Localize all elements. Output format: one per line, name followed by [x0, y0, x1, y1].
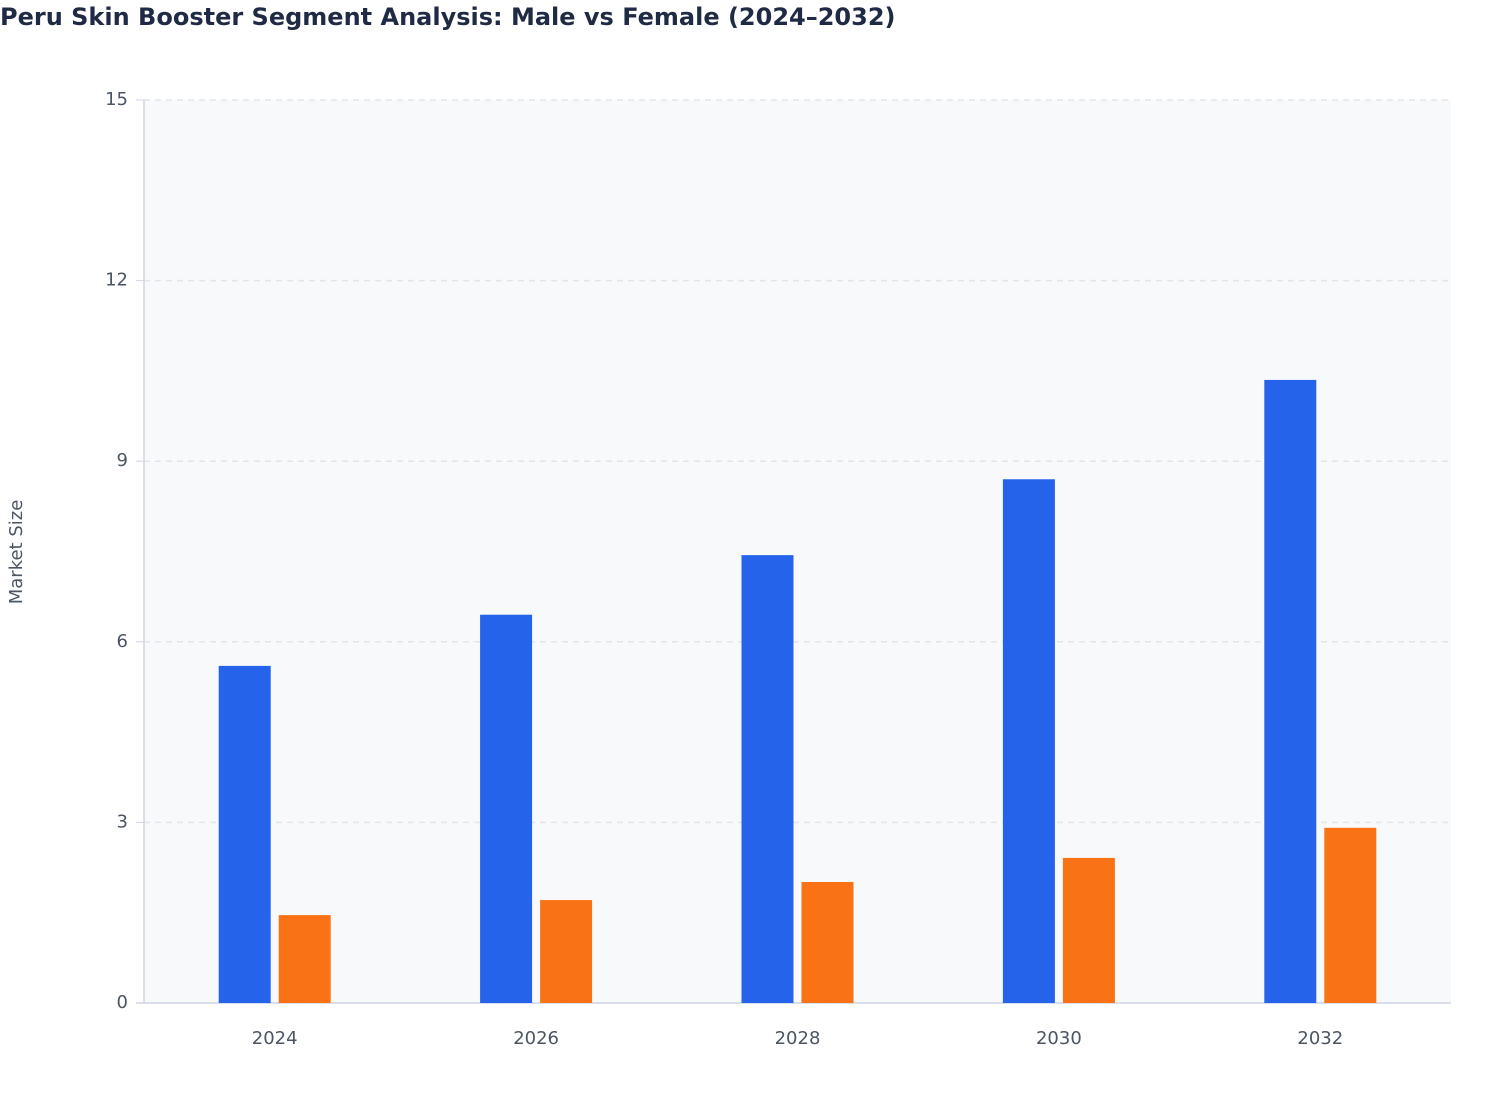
x-tick-label: 2032: [1297, 1028, 1343, 1049]
x-tick-label: 2028: [775, 1028, 821, 1049]
y-tick-label: 15: [105, 89, 128, 110]
y-tick-label: 3: [117, 811, 128, 832]
x-tick-label: 2030: [1036, 1028, 1082, 1049]
bar: [801, 881, 854, 1003]
bar: [741, 555, 794, 1003]
bar: [540, 900, 593, 1003]
bar: [278, 915, 331, 1003]
bar: [218, 665, 271, 1003]
y-axis-label: Market Size: [6, 500, 27, 605]
y-tick-label: 6: [117, 631, 128, 652]
y-tick-label: 12: [105, 270, 128, 291]
y-tick-label: 9: [117, 450, 128, 471]
chart-title: Peru Skin Booster Segment Analysis: Male…: [0, 3, 896, 31]
y-tick-label: 0: [117, 992, 128, 1013]
plot-background: [144, 100, 1451, 1003]
x-tick-label: 2026: [513, 1028, 559, 1049]
bar: [1062, 857, 1115, 1003]
bar: [480, 614, 533, 1003]
bar: [1002, 479, 1055, 1003]
x-tick-label: 2024: [252, 1028, 298, 1049]
bar: [1264, 379, 1317, 1003]
bar: [1324, 827, 1377, 1003]
